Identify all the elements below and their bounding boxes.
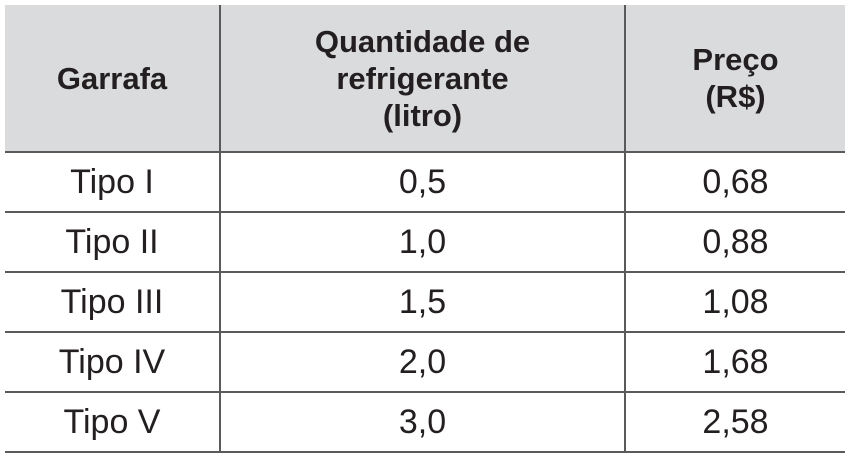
table-row: Tipo I 0,5 0,68 [5, 151, 845, 213]
table-cell: Tipo IV [5, 331, 221, 393]
table-cell: Tipo II [5, 211, 221, 273]
table-cell: 1,0 [219, 211, 626, 273]
table-cell: Tipo I [5, 151, 221, 213]
header-text: Quantidade de [314, 23, 531, 59]
header-text: Garrafa [56, 60, 168, 96]
table-cell: Tipo V [5, 391, 221, 453]
table-cell: Tipo III [5, 271, 221, 333]
header-text: (R$) [705, 79, 766, 114]
table-cell: 0,88 [624, 211, 845, 273]
table-row: Tipo II 1,0 0,88 [5, 211, 845, 273]
header-cell: Garrafa [5, 5, 221, 153]
table-row: Tipo IV 2,0 1,68 [5, 331, 845, 393]
price-table: Garrafa Quantidade de refrigerante (litro) P… [5, 5, 845, 453]
header-cell: Preço (R$) [624, 5, 845, 153]
table-cell: 2,58 [624, 391, 845, 453]
table-body: Tipo I 0,5 0,68 Tipo II 1,0 0,88 Tipo III 1,5 1,… [5, 151, 845, 453]
table-cell: 3,0 [219, 391, 626, 453]
table-cell: 2,0 [219, 331, 626, 393]
table-cell: 0,68 [624, 151, 845, 213]
header-text: (litro) [382, 97, 463, 133]
header-text: refrigerante [336, 60, 509, 96]
header-cell: Quantidade de refrigerante (litro) [219, 5, 626, 153]
header-text: Preço [692, 42, 779, 77]
table-row: Tipo III 1,5 1,08 [5, 271, 845, 333]
table-cell: 1,08 [624, 271, 845, 333]
header-row: Garrafa Quantidade de refrigerante (litro) P… [5, 5, 845, 153]
table-cell: 0,5 [219, 151, 626, 213]
table-cell: 1,5 [219, 271, 626, 333]
table-cell: 1,68 [624, 331, 845, 393]
table-row: Tipo V 3,0 2,58 [5, 391, 845, 453]
